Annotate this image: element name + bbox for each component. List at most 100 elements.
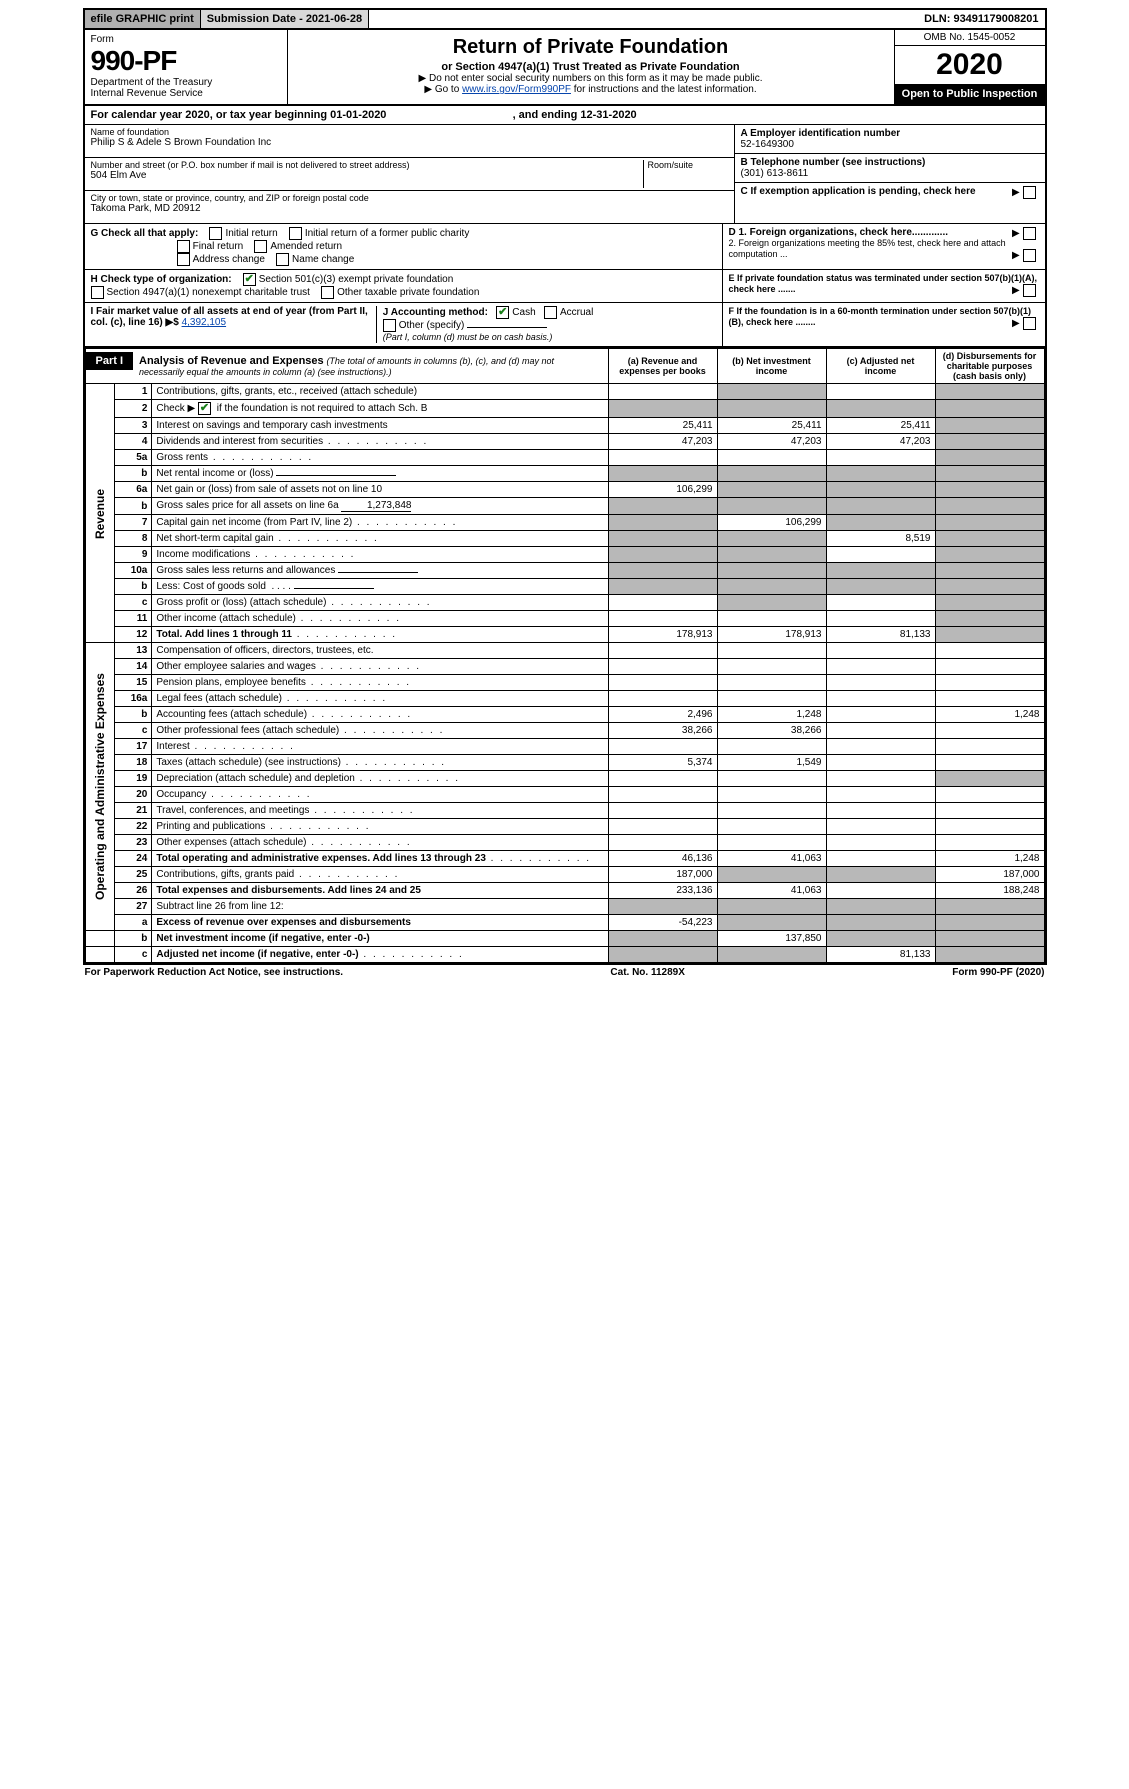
- h-other: Other taxable private foundation: [337, 287, 479, 298]
- row-16a: 16a Legal fees (attach schedule): [85, 691, 1044, 707]
- d2-label: 2. Foreign organizations meeting the 85%…: [729, 238, 1006, 259]
- j-cash-checkbox[interactable]: [496, 306, 509, 319]
- tel-value: (301) 613-8611: [741, 168, 809, 179]
- dln: DLN: 93491179008201: [918, 10, 1044, 28]
- g-amended: Amended return: [270, 241, 342, 252]
- desc-12: Total. Add lines 1 through 11: [152, 627, 608, 643]
- g-final-checkbox[interactable]: [177, 240, 190, 253]
- h-501c3-checkbox[interactable]: [243, 273, 256, 286]
- entity-right: A Employer identification number 52-1649…: [735, 125, 1045, 223]
- desc-2-pre: Check ▶: [156, 403, 198, 414]
- desc-6b-pre: Gross sales price for all assets on line…: [156, 500, 341, 511]
- desc-2: Check ▶ if the foundation is not require…: [152, 400, 608, 418]
- ln-15: 15: [115, 675, 152, 691]
- row-10a: 10a Gross sales less returns and allowan…: [85, 563, 1044, 579]
- desc-27: Subtract line 26 from line 12:: [152, 899, 608, 915]
- h-other-checkbox[interactable]: [321, 286, 334, 299]
- irs-link[interactable]: www.irs.gov/Form990PF: [462, 84, 571, 95]
- entity-left: Name of foundation Philip S & Adele S Br…: [85, 125, 735, 223]
- desc-14: Other employee salaries and wages: [152, 659, 608, 675]
- omb-number: OMB No. 1545-0052: [895, 30, 1045, 46]
- inst-1: ▶ Do not enter social security numbers o…: [296, 73, 886, 84]
- addr-value: 504 Elm Ave: [91, 170, 639, 181]
- e-checkbox[interactable]: [1023, 284, 1036, 297]
- form-label: Form: [91, 34, 281, 45]
- row-19: 19 Depreciation (attach schedule) and de…: [85, 771, 1044, 787]
- row-22: 22 Printing and publications: [85, 819, 1044, 835]
- row-11: 11 Other income (attach schedule): [85, 611, 1044, 627]
- ij-row: I Fair market value of all assets at end…: [85, 303, 1045, 348]
- h-501c3: Section 501(c)(3) exempt private foundat…: [259, 274, 454, 285]
- entity-block: Name of foundation Philip S & Adele S Br…: [85, 125, 1045, 224]
- ln-22: 22: [115, 819, 152, 835]
- ein-label: A Employer identification number: [741, 128, 901, 139]
- r6a-a: 106,299: [608, 482, 717, 498]
- ln-5a: 5a: [115, 450, 152, 466]
- j-cash: Cash: [512, 307, 535, 318]
- r6b-val: 1,273,848: [341, 500, 411, 512]
- desc-21: Travel, conferences, and meetings: [152, 803, 608, 819]
- ln-20: 20: [115, 787, 152, 803]
- row-27: 27 Subtract line 26 from line 12:: [85, 899, 1044, 915]
- ln-12: 12: [115, 627, 152, 643]
- r18-a: 5,374: [608, 755, 717, 771]
- sch-b-checkbox[interactable]: [198, 402, 211, 415]
- form-number: 990-PF: [91, 45, 281, 77]
- irs: Internal Revenue Service: [91, 88, 281, 99]
- header-mid: Return of Private Foundation or Section …: [288, 30, 894, 104]
- ein-row: A Employer identification number 52-1649…: [735, 125, 1045, 154]
- j-accrual: Accrual: [560, 307, 593, 318]
- g-initial-former: Initial return of a former public charit…: [305, 228, 470, 239]
- c-checkbox[interactable]: [1023, 186, 1036, 199]
- name-value: Philip S & Adele S Brown Foundation Inc: [91, 137, 728, 148]
- r4-c: 47,203: [826, 434, 935, 450]
- row-16c: c Other professional fees (attach schedu…: [85, 723, 1044, 739]
- tel-row: B Telephone number (see instructions) (3…: [735, 154, 1045, 183]
- desc-25: Contributions, gifts, grants paid: [152, 867, 608, 883]
- desc-10b-text: Less: Cost of goods sold: [156, 581, 266, 592]
- r24-d: 1,248: [935, 851, 1044, 867]
- desc-4: Dividends and interest from securities: [152, 434, 608, 450]
- j-accrual-checkbox[interactable]: [544, 306, 557, 319]
- desc-1: Contributions, gifts, grants, etc., rece…: [152, 384, 608, 400]
- desc-2-post: if the foundation is not required to att…: [217, 403, 428, 414]
- h-4947-checkbox[interactable]: [91, 286, 104, 299]
- ln-6a: 6a: [115, 482, 152, 498]
- row-5a: 5a Gross rents: [85, 450, 1044, 466]
- foundation-name-row: Name of foundation Philip S & Adele S Br…: [85, 125, 734, 158]
- g-addr-checkbox[interactable]: [177, 253, 190, 266]
- r12-b: 178,913: [717, 627, 826, 643]
- g-initial-checkbox[interactable]: [209, 227, 222, 240]
- room-label: Room/suite: [648, 160, 728, 170]
- submission-date: Submission Date - 2021-06-28: [201, 10, 369, 28]
- row-12: 12 Total. Add lines 1 through 11 178,913…: [85, 627, 1044, 643]
- g-name-checkbox[interactable]: [276, 253, 289, 266]
- d2-checkbox[interactable]: [1023, 249, 1036, 262]
- desc-3: Interest on savings and temporary cash i…: [152, 418, 608, 434]
- i-value[interactable]: 4,392,105: [182, 317, 227, 328]
- f-checkbox[interactable]: [1023, 317, 1036, 330]
- desc-8: Net short-term capital gain: [152, 531, 608, 547]
- tel-label: B Telephone number (see instructions): [741, 157, 926, 168]
- desc-20: Occupancy: [152, 787, 608, 803]
- desc-9: Income modifications: [152, 547, 608, 563]
- desc-5b-text: Net rental income or (loss): [156, 468, 273, 479]
- desc-24: Total operating and administrative expen…: [152, 851, 608, 867]
- desc-16a: Legal fees (attach schedule): [152, 691, 608, 707]
- j-other-checkbox[interactable]: [383, 319, 396, 332]
- desc-27a: Excess of revenue over expenses and disb…: [152, 915, 608, 931]
- r24-a: 46,136: [608, 851, 717, 867]
- g-amended-checkbox[interactable]: [254, 240, 267, 253]
- ln-14: 14: [115, 659, 152, 675]
- j-other-line: [467, 327, 547, 328]
- row-5b: b Net rental income or (loss): [85, 466, 1044, 482]
- form-header: Form 990-PF Department of the Treasury I…: [85, 30, 1045, 106]
- desc-19: Depreciation (attach schedule) and deple…: [152, 771, 608, 787]
- ln-10b: b: [115, 579, 152, 595]
- g-initial-former-checkbox[interactable]: [289, 227, 302, 240]
- d1-checkbox[interactable]: [1023, 227, 1036, 240]
- ln-16c: c: [115, 723, 152, 739]
- part1-title: Analysis of Revenue and Expenses: [139, 355, 324, 367]
- row-25: 25 Contributions, gifts, grants paid 187…: [85, 867, 1044, 883]
- row-24: 24 Total operating and administrative ex…: [85, 851, 1044, 867]
